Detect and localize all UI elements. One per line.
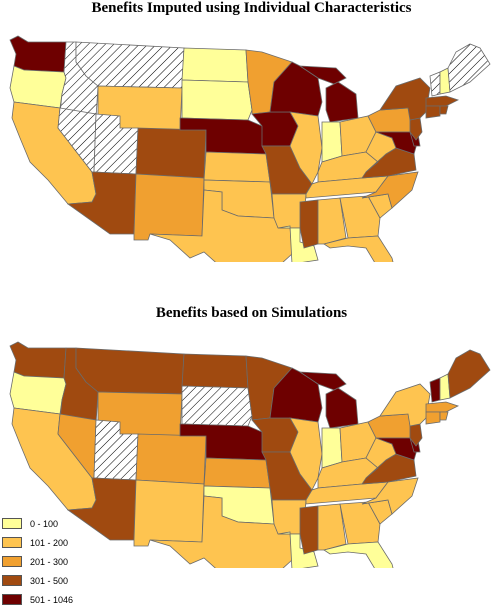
state-ri [439, 105, 449, 115]
state-me [447, 43, 491, 93]
state-fl [323, 541, 394, 568]
legend-swatch [2, 575, 22, 586]
state-ms [299, 199, 319, 249]
state-me [447, 349, 491, 399]
state-wa [9, 341, 67, 379]
state-la [277, 225, 319, 262]
legend-item: 301 - 500 [2, 571, 73, 590]
legend-swatch [2, 594, 22, 605]
state-ma [425, 401, 460, 413]
map-title-simulations: Benefits based on Simulations [155, 305, 348, 321]
legend-item: 0 - 100 [2, 514, 73, 533]
state-la [277, 531, 319, 568]
state-vt [429, 71, 441, 97]
state-co [135, 433, 207, 485]
state-tx [149, 189, 293, 262]
state-vt [429, 377, 441, 403]
state-nm [133, 479, 205, 547]
state-wa [9, 35, 67, 73]
state-mt [75, 347, 185, 395]
legend-item: 101 - 200 [2, 533, 73, 552]
state-ma [425, 95, 460, 107]
state-ms [299, 505, 319, 555]
state-ks [203, 457, 271, 489]
state-ks [203, 151, 271, 183]
state-co [135, 127, 207, 179]
state-nd [181, 353, 249, 389]
legend-item: 501 - 1046 [2, 590, 73, 609]
state-in [321, 121, 343, 163]
map-title-imputed: Benefits Imputed using Individual Charac… [91, 0, 412, 16]
state-in [321, 427, 343, 469]
state-nd [181, 47, 249, 83]
state-tx [149, 495, 293, 568]
state-or [9, 371, 67, 415]
state-nm [133, 173, 205, 241]
state-ct [425, 411, 441, 425]
legend-label: 0 - 100 [30, 518, 59, 529]
legend-label: 201 - 300 [30, 556, 69, 567]
state-mt [75, 41, 185, 89]
legend-item: 201 - 300 [2, 552, 73, 571]
state-sd [181, 79, 253, 121]
legend-label: 101 - 200 [30, 537, 69, 548]
state-wi [269, 61, 323, 117]
legend-label: 301 - 500 [30, 575, 69, 586]
state-or [9, 65, 67, 109]
state-wi [269, 367, 323, 423]
legend-label: 501 - 1046 [30, 594, 74, 605]
map-legend: 0 - 100 101 - 200 201 - 300 301 - 500 50… [2, 514, 73, 609]
state-ri [439, 411, 449, 421]
state-ct [425, 105, 441, 119]
us-choropleth-imputed [9, 35, 491, 262]
state-fl [323, 235, 394, 262]
us-choropleth-simulations [9, 341, 491, 568]
state-ga [339, 501, 381, 545]
legend-swatch [2, 537, 22, 548]
legend-swatch [2, 556, 22, 567]
state-ga [339, 195, 381, 239]
state-sd [181, 385, 253, 427]
legend-swatch [2, 518, 22, 529]
